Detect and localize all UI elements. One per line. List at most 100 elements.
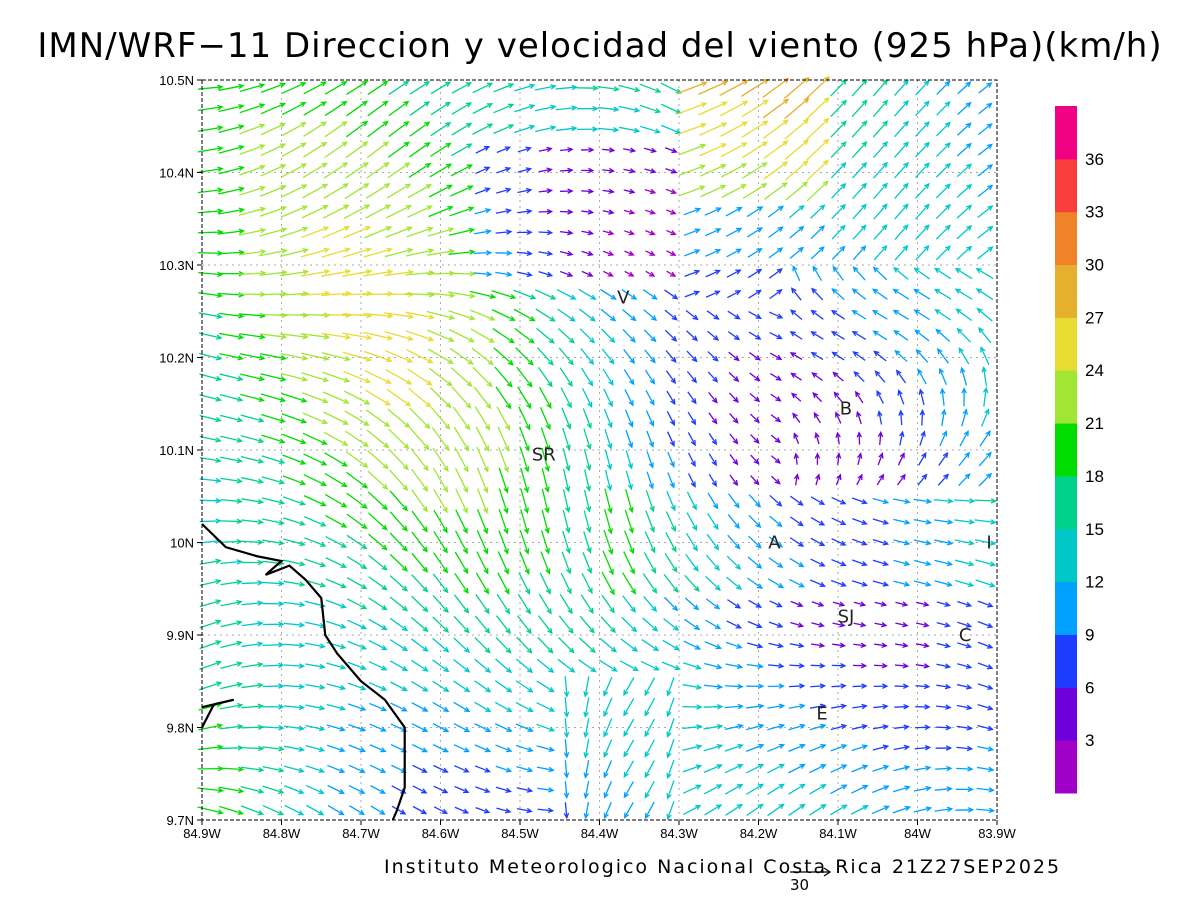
wind-vector bbox=[685, 309, 699, 321]
wind-vector bbox=[220, 538, 243, 545]
wind-vector bbox=[811, 372, 823, 382]
wind-vector bbox=[495, 229, 513, 235]
wind-vector bbox=[724, 743, 744, 752]
wind-vector bbox=[519, 551, 530, 575]
wind-vector bbox=[790, 287, 802, 301]
wind-vector bbox=[219, 414, 244, 423]
wind-vector bbox=[892, 309, 909, 320]
wind-vector bbox=[936, 642, 951, 649]
wind-vector bbox=[515, 744, 534, 753]
wind-vector bbox=[431, 427, 450, 452]
wind-vector bbox=[517, 593, 531, 615]
wind-vector bbox=[558, 347, 574, 366]
wind-vector bbox=[324, 100, 348, 117]
wind-vector bbox=[581, 270, 594, 277]
wind-vector bbox=[641, 639, 660, 652]
wind-vector bbox=[895, 601, 909, 607]
wind-vector bbox=[409, 101, 431, 116]
wind-vector bbox=[872, 141, 889, 159]
wind-vector bbox=[262, 518, 285, 526]
wind-vector bbox=[583, 531, 592, 554]
wind-vector bbox=[977, 683, 994, 690]
wind-vector bbox=[409, 81, 431, 95]
wind-vector bbox=[426, 292, 456, 299]
wind-vector bbox=[704, 662, 723, 670]
wind-vector bbox=[954, 288, 973, 300]
wind-vector bbox=[851, 744, 869, 752]
wind-vector bbox=[450, 185, 474, 197]
wind-vector bbox=[363, 269, 394, 277]
wind-vector bbox=[241, 498, 265, 505]
wind-vector bbox=[814, 452, 821, 465]
wind-vector bbox=[915, 79, 930, 96]
wind-vector bbox=[426, 310, 456, 321]
wind-vector bbox=[856, 410, 862, 425]
wind-vector bbox=[451, 102, 473, 115]
wind-vector bbox=[625, 429, 634, 449]
wind-vector bbox=[893, 518, 911, 525]
wind-vector bbox=[667, 472, 675, 489]
wind-vector bbox=[301, 226, 330, 239]
wind-vector bbox=[321, 352, 351, 362]
wind-vector bbox=[472, 123, 494, 135]
wind-vector bbox=[956, 142, 972, 157]
wind-vector bbox=[260, 102, 287, 115]
wind-vector bbox=[770, 434, 782, 444]
wind-vector bbox=[325, 578, 347, 589]
wind-vector bbox=[540, 427, 551, 452]
wind-vector bbox=[935, 162, 951, 178]
wind-vector bbox=[346, 80, 369, 96]
wind-vector bbox=[601, 571, 615, 596]
wind-vector bbox=[450, 164, 474, 177]
wind-vector bbox=[220, 661, 243, 669]
wind-vector bbox=[475, 145, 491, 154]
wind-vector bbox=[541, 509, 550, 535]
wind-vector bbox=[832, 601, 846, 607]
wind-vector bbox=[495, 250, 513, 256]
wind-vector bbox=[831, 496, 847, 505]
wind-vector bbox=[644, 209, 656, 215]
wind-vector bbox=[954, 519, 976, 525]
wind-vector bbox=[448, 291, 476, 299]
wind-vector bbox=[894, 182, 909, 199]
wind-vector bbox=[664, 552, 678, 573]
wind-vector bbox=[450, 367, 473, 387]
wind-vector bbox=[476, 551, 489, 575]
wind-vector bbox=[896, 473, 906, 486]
wind-vector bbox=[411, 723, 429, 732]
wind-vector bbox=[790, 392, 802, 402]
wind-vector bbox=[283, 663, 306, 669]
wind-vector bbox=[934, 806, 954, 813]
wind-vector bbox=[789, 331, 803, 340]
wind-vector bbox=[408, 387, 432, 408]
wind-vector bbox=[729, 454, 739, 466]
wind-vector bbox=[872, 497, 890, 505]
wind-vector bbox=[705, 619, 722, 630]
wind-vector bbox=[514, 83, 536, 92]
wind-vector bbox=[582, 552, 593, 575]
wind-vector bbox=[347, 661, 367, 671]
wind-vector bbox=[345, 120, 369, 138]
wind-vector bbox=[915, 348, 929, 363]
wind-vector bbox=[603, 529, 614, 556]
wind-vector bbox=[810, 225, 826, 240]
wind-vector bbox=[768, 226, 784, 239]
wind-vector bbox=[789, 246, 805, 259]
wind-vector bbox=[390, 681, 408, 692]
wind-vector bbox=[915, 244, 930, 261]
wind-vector bbox=[666, 229, 677, 236]
wind-vector bbox=[679, 185, 706, 197]
wind-vector bbox=[642, 617, 659, 632]
wind-vector bbox=[851, 161, 868, 179]
wind-vector bbox=[346, 492, 368, 509]
wind-vector bbox=[913, 785, 932, 792]
wind-vector bbox=[603, 270, 614, 277]
wind-vector bbox=[770, 475, 781, 485]
wind-vector bbox=[538, 593, 552, 615]
wind-vector bbox=[219, 373, 244, 382]
wind-vector bbox=[280, 352, 309, 361]
wind-vector bbox=[877, 410, 883, 425]
city-label: B bbox=[840, 398, 852, 419]
wind-vector bbox=[239, 83, 266, 93]
wind-vector bbox=[453, 701, 471, 713]
